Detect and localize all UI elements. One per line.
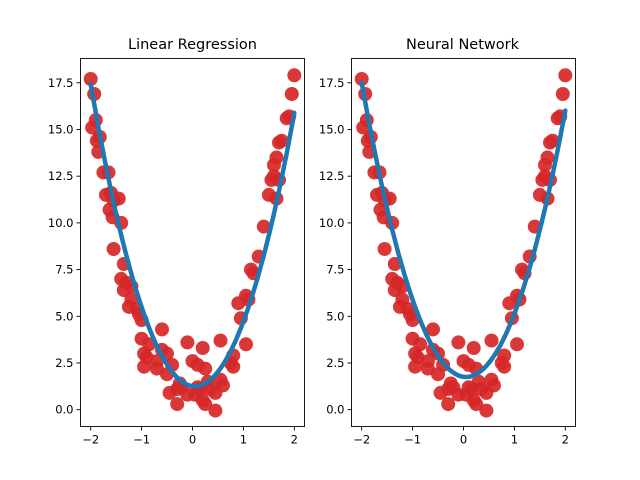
y-tick-label: 12.5 (48, 169, 74, 183)
x-tick-label: 0 (189, 433, 196, 447)
data-point (538, 169, 552, 184)
data-point (213, 333, 228, 348)
y-tick-label: 10.0 (48, 216, 74, 230)
data-point (431, 367, 445, 382)
y-tick-label: 5.0 (326, 309, 344, 323)
x-tick-label: −2 (82, 433, 99, 447)
x-axis: −2 −1 0 1 2 (353, 426, 569, 447)
y-tick-label: 5.0 (55, 309, 73, 323)
data-point (180, 335, 195, 350)
data-point (558, 68, 573, 83)
data-point (198, 361, 213, 376)
y-tick-label: 17.5 (319, 76, 345, 90)
y-tick-label: 2.5 (326, 356, 344, 370)
data-point (540, 150, 555, 165)
data-point (405, 313, 420, 327)
x-axis: −2 −1 0 1 2 (82, 426, 298, 447)
y-tick-label: 10.0 (319, 216, 345, 230)
data-point (433, 385, 448, 400)
data-point (269, 150, 284, 165)
y-axis: 0.0 2.5 5.0 7.5 10.0 12.5 15.0 17.5 (48, 76, 81, 417)
x-tick-label: −1 (133, 433, 150, 447)
data-point (479, 403, 494, 418)
data-point (287, 68, 302, 83)
data-point (208, 403, 223, 418)
data-point (451, 335, 466, 350)
data-point (83, 72, 98, 86)
x-tick-label: 1 (511, 433, 518, 447)
x-tick-label: 2 (562, 433, 569, 447)
data-point (555, 87, 570, 101)
data-point (226, 359, 241, 374)
data-point (239, 337, 253, 352)
data-point (408, 359, 423, 374)
panel-title: Linear Regression (128, 37, 257, 53)
data-point (198, 397, 213, 412)
y-tick-label: 7.5 (55, 263, 73, 277)
panel-neural-network: Neural Network −2 −1 0 1 2 0.0 2.5 5.0 7.5 10.0 1… (319, 37, 576, 447)
y-tick-label: 15.0 (319, 122, 345, 136)
y-tick-label: 15.0 (48, 122, 74, 136)
data-point (116, 283, 131, 298)
x-tick-label: 2 (291, 433, 298, 447)
data-point (497, 359, 512, 374)
x-tick-label: −1 (404, 433, 421, 447)
y-tick-label: 0.0 (326, 403, 344, 417)
data-point (387, 283, 402, 298)
data-point (469, 397, 484, 412)
data-point (545, 133, 560, 148)
data-point (195, 341, 210, 355)
panel-title: Neural Network (406, 37, 520, 53)
data-point (274, 133, 289, 148)
data-point (216, 378, 230, 393)
y-axis: 0.0 2.5 5.0 7.5 10.0 12.5 15.0 17.5 (319, 76, 352, 417)
y-tick-label: 17.5 (48, 76, 74, 90)
data-point (426, 322, 440, 337)
data-point (155, 322, 169, 337)
data-point (466, 341, 481, 355)
data-point (137, 359, 152, 374)
x-tick-label: 0 (460, 433, 467, 447)
data-point (377, 242, 392, 256)
data-point (256, 219, 271, 234)
x-tick-label: 1 (240, 433, 247, 447)
fit-line (359, 80, 568, 380)
x-tick-label: −2 (353, 433, 370, 447)
data-point (441, 397, 456, 412)
y-tick-label: 2.5 (55, 356, 73, 370)
panel-linear-regression: Linear Regression −2 −1 0 1 2 0.0 2.5 5.0 7.5 10… (48, 37, 305, 447)
data-point (461, 380, 476, 395)
y-tick-label: 12.5 (319, 169, 345, 183)
data-point (170, 397, 185, 412)
data-point (487, 378, 501, 393)
data-point (106, 242, 121, 256)
y-tick-label: 0.0 (55, 403, 73, 417)
data-point (284, 87, 299, 101)
plot-area (83, 68, 302, 418)
data-point (510, 337, 524, 352)
data-point (497, 348, 512, 363)
y-tick-label: 7.5 (326, 263, 344, 277)
data-point (354, 72, 369, 86)
data-point (162, 385, 177, 400)
fit-line (88, 81, 297, 389)
plot-area (354, 68, 573, 418)
data-point (267, 169, 281, 184)
data-point (484, 333, 499, 348)
